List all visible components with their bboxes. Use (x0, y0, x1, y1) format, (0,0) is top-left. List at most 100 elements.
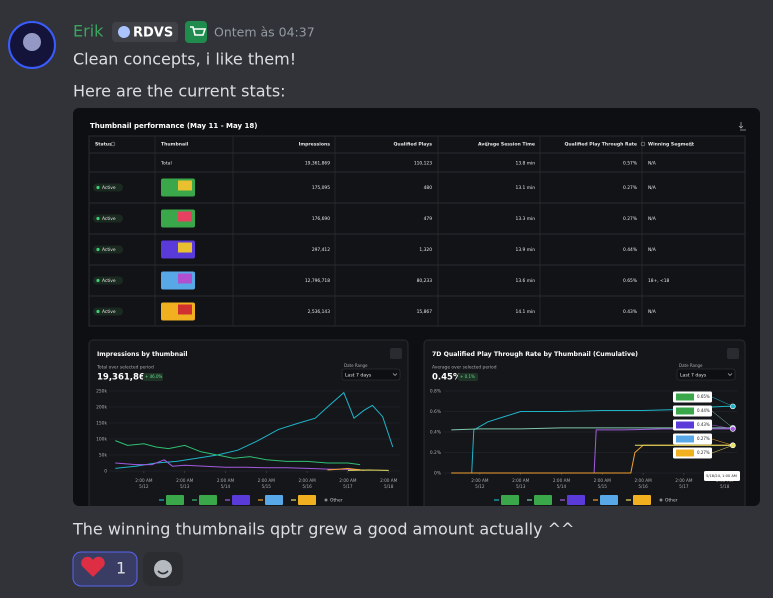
y-tick-label: 250k (96, 389, 107, 395)
range-label: Date Range (344, 363, 368, 368)
thumbnail-detail (178, 242, 192, 253)
status: Active (102, 309, 116, 315)
tooltip-thumb (676, 435, 694, 443)
x-tick-label: 2:00 AM (553, 478, 571, 483)
x-tick-date: 5/14 (221, 484, 231, 489)
role-badge (112, 22, 178, 42)
status-dot (96, 185, 100, 190)
status: Active (102, 247, 116, 253)
table-cell: 0.43% (623, 309, 637, 315)
table-cell: 19,361,869 (305, 161, 330, 167)
table-cell: 15,867 (417, 309, 433, 315)
legend-thumb (600, 495, 618, 505)
message-line: Here are the current stats: (73, 82, 286, 101)
author-name: Erik (73, 22, 104, 41)
smiley-mouth (157, 570, 169, 575)
role-icon (118, 26, 130, 38)
download-button (390, 348, 402, 359)
x-tick-label: 2:00 AM (176, 478, 194, 483)
summary-value: 0.45% (432, 373, 462, 383)
status-dot (96, 278, 100, 283)
range-select[interactable] (341, 368, 401, 381)
series-line (115, 459, 361, 471)
legend-thumb (534, 495, 552, 505)
reaction[interactable] (72, 551, 138, 587)
thumbnail-detail (178, 304, 192, 315)
x-tick-label: 2:00 AM (512, 478, 530, 483)
tooltip-connector (711, 438, 733, 446)
x-tick-label: 2:00 AM (594, 478, 612, 483)
x-tick-date: 5/14 (557, 484, 567, 489)
tooltip-value: 0.27% (697, 450, 710, 455)
chart-title: Impressions by thumbnail (97, 351, 188, 358)
change: + 46.0% (145, 374, 163, 379)
tooltip-value: 0.65% (697, 394, 710, 399)
x-tick-date: 5/12 (475, 484, 485, 489)
timestamp: Ontem às 04:37 (214, 25, 315, 40)
change: + 0.1% (460, 374, 475, 379)
info-icon (110, 141, 116, 147)
table-cell: 0.27% (623, 216, 637, 222)
x-tick-date: 5/18 (720, 484, 730, 489)
info-icon (688, 141, 694, 147)
legend-thumb (199, 495, 217, 505)
status-pill (93, 183, 123, 192)
y-tick-label: 150k (96, 421, 107, 427)
x-tick-label: 2:00 AM (380, 478, 398, 483)
table-cell: 13.8 min (516, 161, 536, 167)
thumbnail-detail (178, 211, 192, 222)
series-line (115, 440, 361, 466)
table-cell: N/A (648, 247, 656, 253)
legend-thumb (265, 495, 283, 505)
table-cell: 110,123 (414, 161, 432, 167)
status-pill (93, 245, 123, 254)
y-tick-label: 50k (99, 453, 108, 459)
table-frame (88, 135, 746, 327)
table-cell: 12,796,718 (305, 278, 330, 284)
y-tick-label: 0.6% (430, 409, 441, 415)
summary-label: Average over selected period (432, 365, 497, 371)
download-button (727, 348, 739, 359)
table-cell: 2,536,143 (308, 309, 331, 315)
x-tick-label: 2:00 AM (217, 478, 235, 483)
table-header: Qualified Play Through Rate (564, 142, 637, 148)
status-pill (93, 276, 123, 285)
chevron (392, 373, 398, 376)
cart-icon (190, 26, 207, 36)
summary-value: 19,361,869 (97, 373, 151, 383)
info-icon (484, 141, 490, 147)
x-tick-date: 5/18 (384, 484, 394, 489)
table-cell: 0.44% (623, 247, 637, 253)
y-tick-label: 0.2% (430, 450, 441, 456)
table-cell: 80,233 (417, 278, 433, 284)
smiley (154, 560, 172, 578)
tooltip-thumb (676, 449, 694, 457)
table-cell: 479 (424, 216, 433, 222)
tooltip-thumb (676, 421, 694, 429)
table-cell: N/A (648, 185, 656, 191)
x-tick-date: 5/16 (302, 484, 312, 489)
chevron (727, 373, 733, 376)
tooltip-connector (711, 445, 733, 454)
table-cell: 176,690 (312, 216, 330, 222)
legend-thumb (567, 495, 585, 505)
total-label: Total (160, 161, 172, 167)
legend-thumb (298, 495, 316, 505)
legend-thumb (166, 495, 184, 505)
range-select[interactable] (676, 368, 736, 381)
legend-other: Other (665, 498, 678, 504)
legend-dot (659, 498, 663, 502)
change-badge (458, 373, 478, 381)
tooltip-value: 0.43% (697, 422, 710, 427)
status: Active (102, 216, 116, 222)
table-cell: 175,095 (312, 185, 330, 191)
legend-thumb (501, 495, 519, 505)
table-title: Thumbnail performance (May 11 - May 18) (90, 122, 257, 130)
y-tick-label: 0.8% (430, 389, 441, 395)
table-cell: 297,412 (312, 247, 330, 253)
embedded-image: Thumbnail performance (May 11 - May 18) S… (73, 108, 760, 506)
y-tick-label: 0 (104, 469, 107, 475)
summary-label: Total over selected period (96, 365, 154, 371)
